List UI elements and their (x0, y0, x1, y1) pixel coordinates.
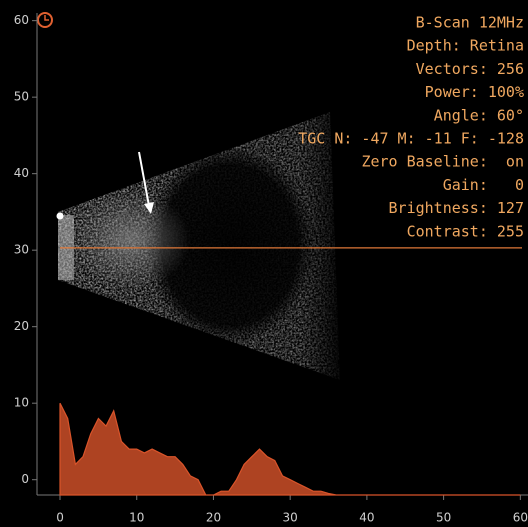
x-tick-label: 30 (283, 511, 298, 525)
x-tick-label: 40 (359, 511, 374, 525)
info-line: Brightness: 127 (389, 199, 524, 217)
info-line: Depth: Retina (407, 37, 524, 55)
marker-dot (57, 213, 64, 220)
x-tick-label: 60 (513, 511, 528, 525)
y-tick-label: 60 (14, 13, 29, 27)
x-tick-label: 20 (206, 511, 221, 525)
info-line: Gain: 0 (443, 176, 524, 194)
info-line: Angle: 60° (434, 106, 524, 124)
info-line: TGC N: -47 M: -11 F: -128 (298, 130, 524, 148)
y-tick-label: 40 (14, 166, 29, 180)
x-tick-label: 10 (129, 511, 144, 525)
y-tick-label: 20 (14, 319, 29, 333)
info-line: Vectors: 256 (416, 60, 524, 78)
info-line: B-Scan 12MHz (416, 14, 524, 32)
info-line: Power: 100% (425, 83, 524, 101)
scan-screen: 0 10 20 30 40 50 60 0 10 20 30 40 50 60 B-Scan 12MHz De… (0, 0, 528, 527)
info-line: Zero Baseline: on (361, 153, 524, 171)
info-line: Contrast: 255 (407, 222, 524, 240)
x-tick-label: 0 (56, 511, 64, 525)
y-tick-label: 10 (14, 396, 29, 410)
y-tick-label: 0 (21, 472, 29, 486)
page: {"chart_data": {"type": "area", "info_li… (0, 0, 528, 527)
y-tick-label: 50 (14, 90, 29, 104)
y-tick-label: 30 (14, 243, 29, 257)
x-tick-label: 50 (436, 511, 451, 525)
